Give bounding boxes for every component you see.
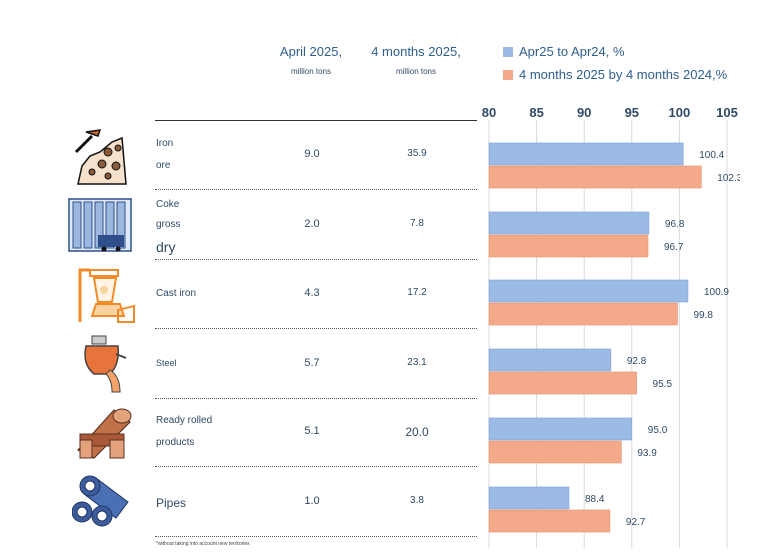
april-value: 1.0 xyxy=(304,495,320,507)
iron-ore-mining-icon xyxy=(72,122,128,191)
bar-apr xyxy=(488,417,633,441)
four-months-value: 17.2 xyxy=(407,287,427,298)
x-tick-label: 85 xyxy=(529,105,543,120)
row-separator xyxy=(155,259,477,260)
april-value: 9.0 xyxy=(304,148,320,160)
pipes-icon xyxy=(71,472,134,535)
bar-four-months xyxy=(488,234,649,258)
col-unit-four-months: million tons xyxy=(395,67,436,76)
table-top-rule xyxy=(155,120,477,121)
four-months-value: 20.0 xyxy=(405,425,429,439)
data-label: 102.3 xyxy=(717,173,740,184)
four-months-value: 7.8 xyxy=(410,218,424,229)
four-months-value: 35.9 xyxy=(407,148,427,159)
footnote: *without taking into account new territo… xyxy=(156,541,250,547)
x-tick-label: 105 xyxy=(716,105,738,120)
x-tick-label: 100 xyxy=(669,105,691,120)
row-label: Iron xyxy=(156,138,174,149)
legend-entry-four-months: 4 months 2025 by 4 months 2024,% xyxy=(503,67,727,82)
col-header-four-months: 4 months 2025, xyxy=(371,44,461,59)
bar-apr xyxy=(488,486,570,510)
bar-apr xyxy=(488,142,684,166)
bar-four-months xyxy=(488,509,611,533)
data-label: 95.5 xyxy=(653,379,673,390)
x-tick-label: 80 xyxy=(482,105,496,120)
row-separator xyxy=(155,328,477,329)
legend-label-four-months: 4 months 2025 by 4 months 2024,% xyxy=(519,67,728,82)
bar-four-months xyxy=(488,371,637,395)
row-label: dry xyxy=(156,239,176,255)
data-label: 92.8 xyxy=(627,356,647,367)
data-label: 96.8 xyxy=(665,219,685,230)
april-value: 5.1 xyxy=(304,425,320,437)
legend-label-apr: Apr25 to Apr24, % xyxy=(519,44,625,59)
bar-four-months xyxy=(488,302,678,326)
row-label: ore xyxy=(156,160,171,171)
four-months-value: 23.1 xyxy=(407,357,427,368)
x-tick-label: 90 xyxy=(577,105,591,120)
bar-chart: 80 85 90 95 100 105 100.4 102.3 96.8 96.7 100.9 99.… xyxy=(482,105,740,548)
data-label: 93.9 xyxy=(637,448,657,459)
data-label: 92.7 xyxy=(626,517,646,528)
legend-swatch-four-months xyxy=(503,69,513,80)
coke-plant-icon xyxy=(68,197,132,258)
cast-iron-furnace-icon xyxy=(74,266,138,329)
four-months-value: 3.8 xyxy=(410,495,424,506)
row-label: Cast iron xyxy=(156,288,197,299)
row-label: products xyxy=(156,437,195,448)
row-separator xyxy=(155,189,477,190)
steel-ladle-icon xyxy=(80,334,130,399)
rolled-products-icon xyxy=(74,400,136,465)
april-value: 2.0 xyxy=(304,218,320,230)
legend-swatch-apr xyxy=(503,46,513,57)
data-label: 100.9 xyxy=(704,287,729,298)
bar-apr xyxy=(488,348,612,372)
row-label: Pipes xyxy=(156,496,187,510)
row-separator xyxy=(155,398,477,399)
bar-apr xyxy=(488,279,689,303)
row-label: Steel xyxy=(156,358,177,368)
chart-legend: Apr25 to Apr24, % 4 months 2025 by 4 mon… xyxy=(503,44,727,82)
bar-four-months xyxy=(488,165,702,189)
april-value: 5.7 xyxy=(304,357,320,369)
row-separator xyxy=(155,536,477,537)
data-label: 88.4 xyxy=(585,494,605,505)
april-value: 4.3 xyxy=(304,287,320,299)
row-label: Coke xyxy=(156,199,180,210)
data-label: 99.8 xyxy=(693,310,713,321)
data-label: 95.0 xyxy=(648,425,668,436)
row-label: Ready rolled xyxy=(156,415,213,426)
x-tick-label: 95 xyxy=(625,105,639,120)
data-label: 100.4 xyxy=(699,150,724,161)
col-unit-april: million tons xyxy=(290,67,331,76)
bar-apr xyxy=(488,211,650,235)
row-separator xyxy=(155,466,477,467)
row-label: gross xyxy=(156,219,181,230)
bar-four-months xyxy=(488,440,622,464)
col-header-april: April 2025, xyxy=(279,44,343,59)
data-label: 96.7 xyxy=(664,242,684,253)
legend-entry-apr: Apr25 to Apr24, % xyxy=(503,44,727,59)
